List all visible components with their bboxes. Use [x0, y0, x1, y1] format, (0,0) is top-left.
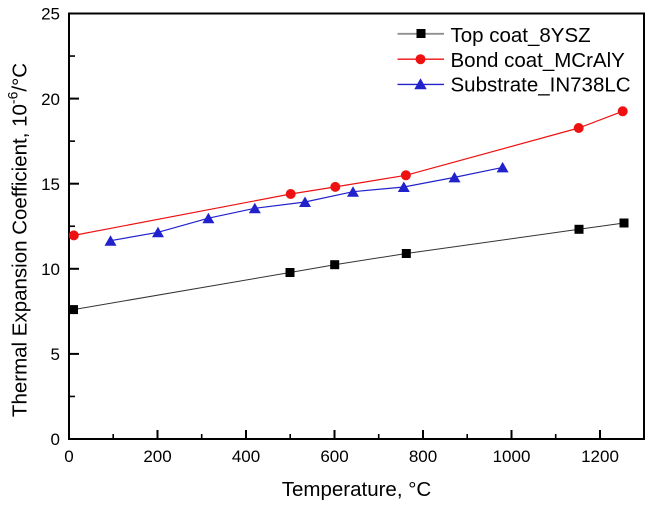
svg-text:10: 10: [41, 260, 60, 279]
svg-text:Bond coat_MCrAlY: Bond coat_MCrAlY: [451, 49, 626, 72]
svg-text:0: 0: [51, 430, 60, 449]
svg-text:Temperature, °C: Temperature, °C: [282, 478, 432, 501]
svg-text:200: 200: [143, 447, 171, 466]
svg-text:Substrate_IN738LC: Substrate_IN738LC: [451, 74, 631, 97]
svg-text:600: 600: [320, 447, 348, 466]
svg-text:1000: 1000: [493, 447, 531, 466]
svg-text:20: 20: [41, 90, 60, 109]
svg-text:25: 25: [41, 5, 60, 24]
svg-text:15: 15: [41, 175, 60, 194]
svg-text:Top coat_8YSZ: Top coat_8YSZ: [451, 24, 591, 47]
svg-text:5: 5: [51, 345, 60, 364]
svg-text:400: 400: [232, 447, 260, 466]
svg-text:800: 800: [409, 447, 437, 466]
svg-text:1200: 1200: [581, 447, 619, 466]
svg-text:0: 0: [64, 447, 73, 466]
svg-text:Thermal Expansion Coefficient,: Thermal Expansion Coefficient, 10-6/°C: [5, 63, 32, 417]
